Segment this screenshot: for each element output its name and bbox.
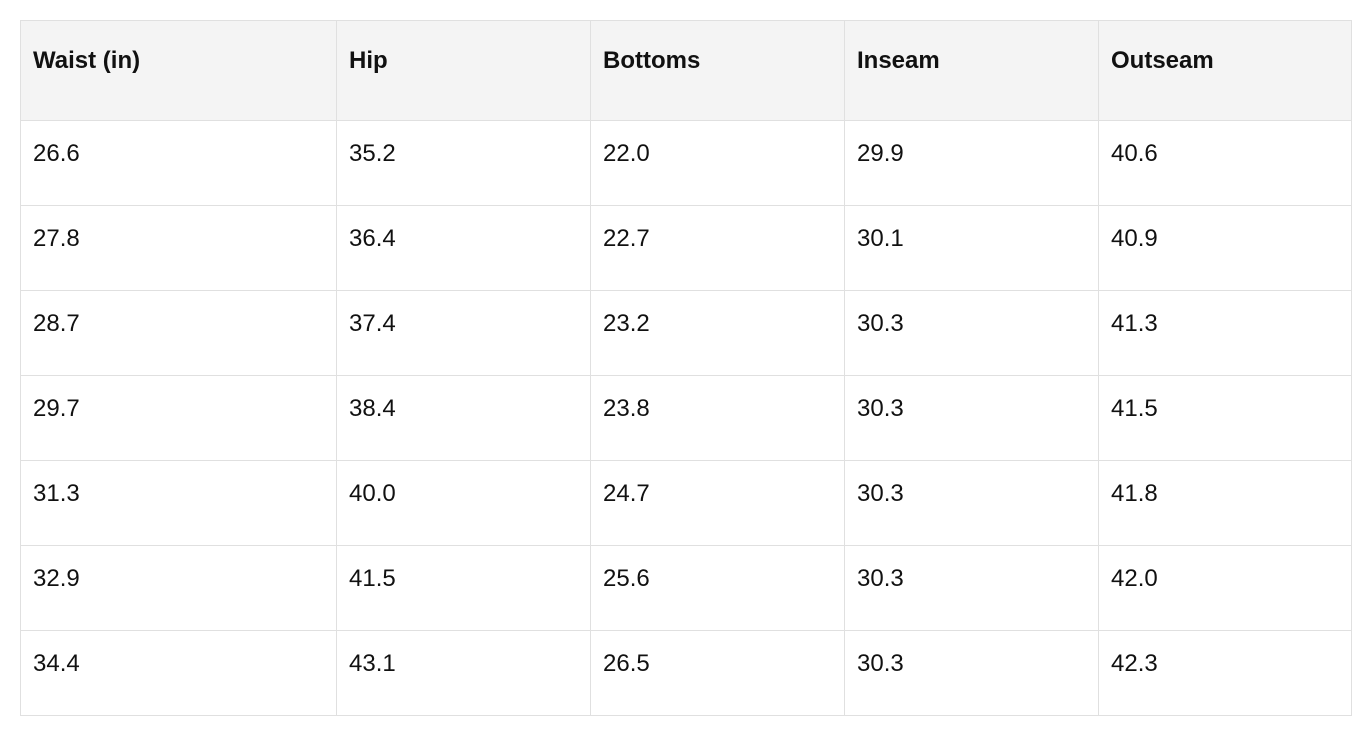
table-cell: 30.1	[844, 205, 1099, 291]
table-cell: 32.9	[20, 545, 337, 631]
table-cell: 41.5	[336, 545, 591, 631]
table-cell: 29.9	[844, 120, 1099, 206]
table-cell: 42.0	[1098, 545, 1352, 631]
size-table: Waist (in) Hip Bottoms Inseam Outseam 26.6 35…	[20, 20, 1352, 716]
table-row: 32.9 41.5 25.6 30.3 42.0	[20, 545, 1352, 631]
table-cell: 43.1	[336, 630, 591, 716]
table-cell: 41.8	[1098, 460, 1352, 546]
table-cell: 30.3	[844, 290, 1099, 376]
header-cell: Bottoms	[590, 20, 845, 121]
table-row: 26.6 35.2 22.0 29.9 40.6	[20, 120, 1352, 206]
table-cell: 36.4	[336, 205, 591, 291]
table-cell: 31.3	[20, 460, 337, 546]
table-cell: 25.6	[590, 545, 845, 631]
table-cell: 26.5	[590, 630, 845, 716]
table-cell: 35.2	[336, 120, 591, 206]
table-cell: 24.7	[590, 460, 845, 546]
table-row: 29.7 38.4 23.8 30.3 41.5	[20, 375, 1352, 461]
header-cell: Inseam	[844, 20, 1099, 121]
table-row: 27.8 36.4 22.7 30.1 40.9	[20, 205, 1352, 291]
table-cell: 37.4	[336, 290, 591, 376]
table-cell: 40.0	[336, 460, 591, 546]
header-cell: Outseam	[1098, 20, 1352, 121]
table-cell: 40.9	[1098, 205, 1352, 291]
header-cell: Waist (in)	[20, 20, 337, 121]
table-row: 28.7 37.4 23.2 30.3 41.3	[20, 290, 1352, 376]
table-body: 26.6 35.2 22.0 29.9 40.6 27.8 36.4 22.7 30.1 40.9…	[20, 120, 1352, 716]
table-cell: 28.7	[20, 290, 337, 376]
table-cell: 30.3	[844, 460, 1099, 546]
table-cell: 30.3	[844, 375, 1099, 461]
table-cell: 41.5	[1098, 375, 1352, 461]
table-cell: 26.6	[20, 120, 337, 206]
table-row: 31.3 40.0 24.7 30.3 41.8	[20, 460, 1352, 546]
table-cell: 22.0	[590, 120, 845, 206]
table-cell: 27.8	[20, 205, 337, 291]
table-cell: 22.7	[590, 205, 845, 291]
table-cell: 41.3	[1098, 290, 1352, 376]
table-cell: 38.4	[336, 375, 591, 461]
table-cell: 30.3	[844, 545, 1099, 631]
table-cell: 34.4	[20, 630, 337, 716]
header-row: Waist (in) Hip Bottoms Inseam Outseam	[20, 20, 1352, 121]
header-cell: Hip	[336, 20, 591, 121]
table-head: Waist (in) Hip Bottoms Inseam Outseam	[20, 20, 1352, 121]
table-cell: 23.2	[590, 290, 845, 376]
table-cell: 42.3	[1098, 630, 1352, 716]
table-cell: 30.3	[844, 630, 1099, 716]
table-cell: 40.6	[1098, 120, 1352, 206]
table-cell: 23.8	[590, 375, 845, 461]
table-row: 34.4 43.1 26.5 30.3 42.3	[20, 630, 1352, 716]
table-cell: 29.7	[20, 375, 337, 461]
